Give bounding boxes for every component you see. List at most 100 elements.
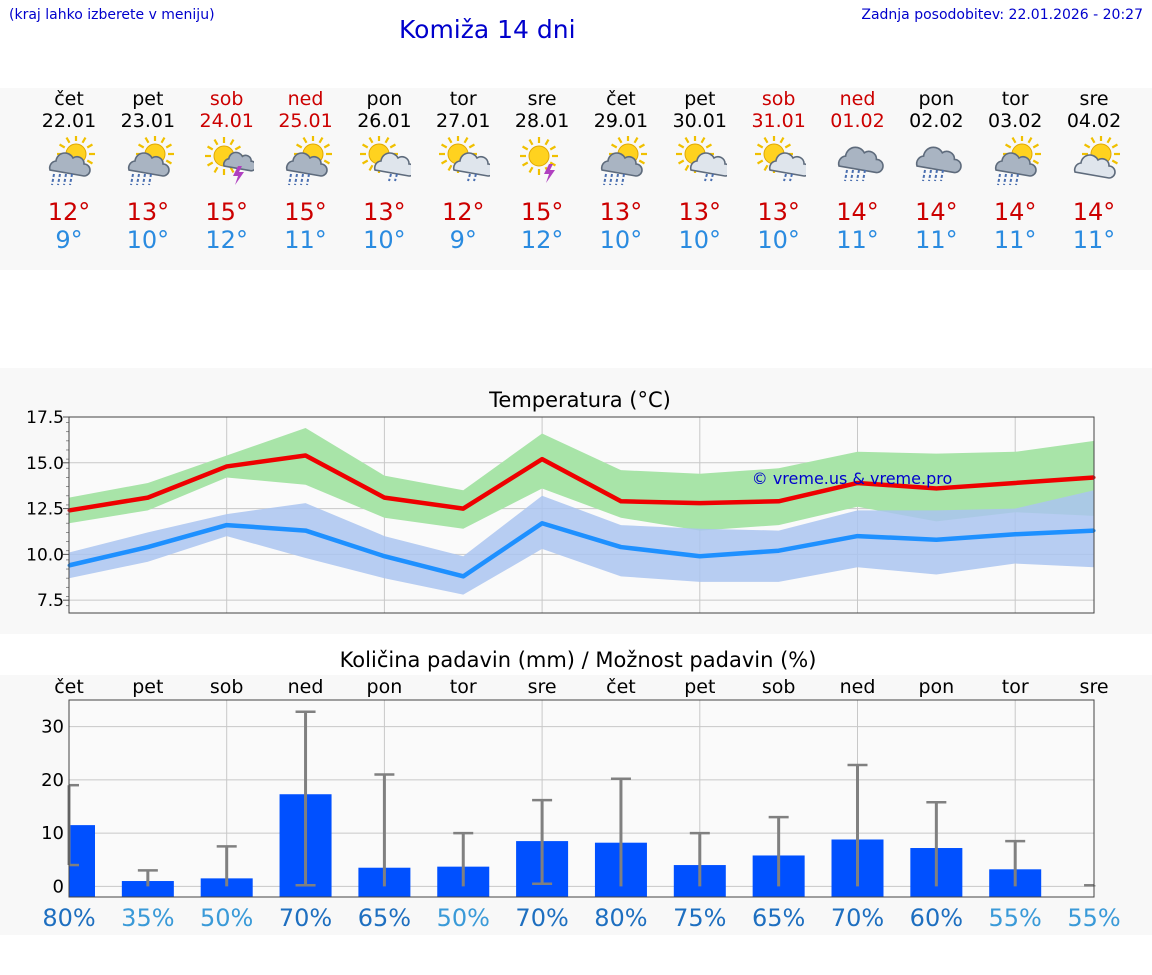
day-date: 31.01 bbox=[751, 110, 806, 132]
precip-day-label: čet bbox=[54, 676, 84, 698]
temp-min: 10° bbox=[757, 226, 800, 254]
location-menu-hint[interactable]: (kraj lahko izberete v meniju) bbox=[9, 7, 215, 23]
plot-frame bbox=[68, 416, 1095, 614]
y-tick-label: 15.0 bbox=[26, 454, 64, 474]
sun-cloud-rain-icon bbox=[285, 136, 332, 186]
max-temp-point bbox=[856, 481, 859, 485]
sun-cloud-rain-icon bbox=[127, 136, 174, 186]
y-tick-label: 10.0 bbox=[26, 545, 64, 565]
min-temp-point bbox=[382, 554, 386, 558]
day-name: sob bbox=[209, 88, 244, 110]
temp-min: 10° bbox=[678, 226, 722, 254]
precip-day-label: sre bbox=[528, 676, 557, 698]
temp-min: 11° bbox=[836, 226, 879, 254]
day-date: 25.01 bbox=[278, 110, 333, 132]
min_range-band bbox=[69, 490, 1095, 595]
day-name: čet bbox=[606, 88, 636, 110]
sun-cloud-rain-icon bbox=[600, 136, 647, 186]
precip-bar bbox=[200, 878, 253, 897]
max-temp-point bbox=[225, 464, 229, 468]
forecast-day: sob 24.01 15° 12° bbox=[188, 88, 266, 254]
precip-probability: 75% bbox=[673, 904, 726, 932]
min-temp-point bbox=[619, 545, 623, 549]
temp-max: 15° bbox=[205, 198, 248, 226]
max-temp-point bbox=[777, 499, 781, 503]
precip-bar bbox=[69, 825, 95, 897]
precip-day-label: čet bbox=[606, 676, 636, 698]
precip-probability: 65% bbox=[752, 904, 805, 932]
min-temp-point bbox=[304, 529, 308, 533]
day-date: 27.01 bbox=[436, 110, 491, 132]
sun-cloud-light-rain-icon bbox=[439, 136, 491, 182]
precip-probability: 70% bbox=[831, 904, 884, 932]
y-tick-label: 20 bbox=[41, 770, 64, 791]
precip-day-label: tor bbox=[1002, 676, 1029, 698]
temp-min: 10° bbox=[126, 226, 170, 254]
forecast-day: sob 31.01 13° 10° bbox=[740, 88, 818, 254]
temp-min: 11° bbox=[1072, 226, 1116, 254]
temp-max: 13° bbox=[363, 198, 406, 226]
min-temp-point bbox=[1013, 532, 1017, 536]
precip-day-label: pon bbox=[367, 676, 403, 698]
temp-max: 12° bbox=[441, 198, 485, 226]
forecast-day: pet 30.01 13° 10° bbox=[661, 88, 739, 254]
day-name: tor bbox=[449, 88, 477, 110]
temp-max: 14° bbox=[836, 198, 879, 226]
day-date: 24.01 bbox=[199, 110, 254, 132]
temp-min: 11° bbox=[915, 226, 958, 254]
sun-cloud-thunder-icon bbox=[204, 137, 254, 185]
precip-probability: 70% bbox=[279, 904, 332, 932]
temp-max: 14° bbox=[993, 198, 1037, 226]
min-temp-point bbox=[777, 549, 781, 553]
max-temp-point bbox=[304, 453, 308, 457]
y-tick-label: 12.5 bbox=[26, 500, 64, 520]
min-temp-point bbox=[461, 574, 465, 578]
min-temp-point bbox=[856, 534, 859, 538]
precip-day-label: sob bbox=[762, 676, 796, 698]
day-date: 22.01 bbox=[41, 110, 97, 132]
max-temp-point bbox=[146, 496, 150, 500]
min-temp-point bbox=[225, 523, 229, 527]
forecast-day: ned 25.01 15° 11° bbox=[267, 88, 345, 254]
temp-max: 14° bbox=[915, 198, 958, 226]
temp-min: 11° bbox=[993, 226, 1037, 254]
day-date: 29.01 bbox=[593, 110, 649, 132]
precip-day-label: sob bbox=[210, 676, 244, 698]
min-temp-point bbox=[698, 554, 702, 558]
y-tick-label: 17.5 bbox=[26, 408, 64, 428]
sun-cloud-icon bbox=[1073, 136, 1121, 179]
precip-day-label: ned bbox=[840, 676, 876, 698]
precip-probability: 55% bbox=[989, 904, 1042, 932]
precip-day-label: pet bbox=[684, 676, 715, 698]
day-name: pet bbox=[684, 88, 716, 110]
day-date: 03.02 bbox=[987, 110, 1043, 132]
max-temp-point bbox=[461, 507, 465, 511]
max-temp-point bbox=[540, 457, 544, 461]
sun-cloud-light-rain-icon bbox=[675, 136, 727, 182]
temperature-chart-title: Temperatura (°C) bbox=[488, 388, 671, 412]
precip-probability: 50% bbox=[200, 904, 253, 932]
min-temp-point bbox=[146, 545, 150, 549]
day-name: ned bbox=[287, 88, 324, 110]
cloud-rain-icon bbox=[916, 146, 963, 182]
day-date: 01.02 bbox=[830, 110, 885, 132]
precip-bar bbox=[121, 881, 174, 897]
temp-max: 14° bbox=[1072, 198, 1116, 226]
y-tick-label: 10 bbox=[41, 823, 64, 844]
forecast-day: sre 28.01 15° 12° bbox=[503, 88, 581, 254]
day-date: 04.02 bbox=[1066, 110, 1122, 132]
forecast-day: čet 29.01 13° 10° bbox=[582, 88, 660, 254]
temp-max: 13° bbox=[678, 198, 722, 226]
temp-min: 10° bbox=[599, 226, 643, 254]
sun-cloud-rain-icon bbox=[48, 136, 95, 186]
plot-frame bbox=[68, 699, 1095, 898]
day-name: čet bbox=[54, 88, 84, 110]
y-tick-label: 7.5 bbox=[37, 591, 64, 611]
precip-day-label: sre bbox=[1080, 676, 1109, 698]
precip-day-label: ned bbox=[288, 676, 324, 698]
last-update: Zadnja posodobitev: 22.01.2026 - 20:27 bbox=[861, 7, 1143, 23]
precip-probability: 60% bbox=[910, 904, 963, 932]
day-name: tor bbox=[1001, 88, 1029, 110]
forecast-band bbox=[0, 88, 1152, 270]
day-name: pet bbox=[132, 88, 164, 110]
